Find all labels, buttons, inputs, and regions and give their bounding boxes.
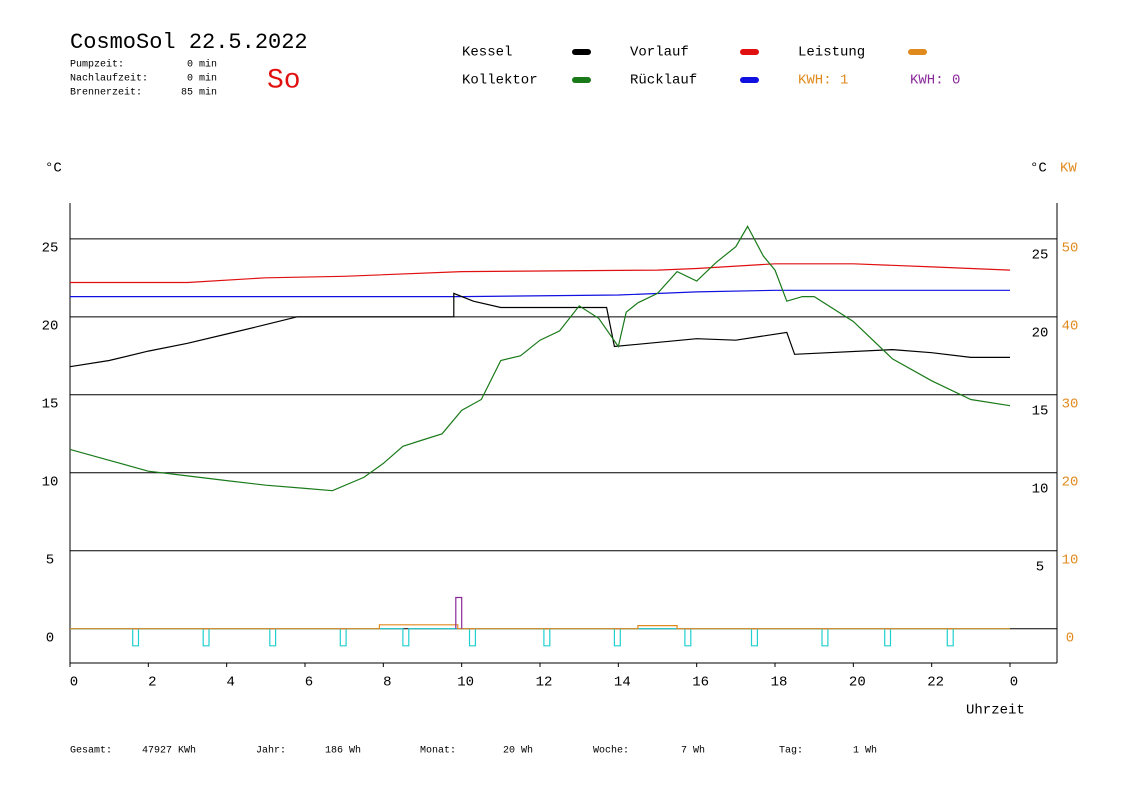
y-right-tick-label: 25 <box>1032 248 1049 264</box>
y2-tick-label: 50 <box>1062 241 1079 257</box>
y2-tick-label: 20 <box>1062 474 1079 490</box>
x-tick-label: 22 <box>927 675 944 691</box>
footer-label: Monat: <box>420 746 456 757</box>
x-tick-label: 10 <box>457 675 474 691</box>
y-tick-label: 25 <box>42 241 59 257</box>
stat-value: 0 min <box>187 59 217 71</box>
y2-tick-label: 30 <box>1062 396 1079 412</box>
y-right-tick-label: 5 <box>1036 559 1044 575</box>
kwh-label: KWH: 1 <box>798 73 848 89</box>
y-tick-label: 15 <box>42 396 59 412</box>
legend-label: Rücklauf <box>630 73 697 89</box>
x-tick-label: 6 <box>305 675 313 691</box>
y-right-tick-label: 10 <box>1032 481 1049 497</box>
x-tick-label: 12 <box>536 675 553 691</box>
footer-value: 186 Wh <box>325 745 361 757</box>
x-tick-label: 8 <box>383 675 391 691</box>
series-line <box>69 292 1010 368</box>
footer-value: 1 Wh <box>853 745 877 757</box>
y2-tick-label: 40 <box>1062 319 1079 335</box>
series-line <box>455 596 463 629</box>
x-tick-label: 20 <box>849 675 866 691</box>
series-line <box>70 624 1010 630</box>
footer-value: 47927 KWh <box>142 745 196 757</box>
legend-label: Kollektor <box>462 73 538 89</box>
x-tick-label: 4 <box>226 675 234 691</box>
y-tick-label: 10 <box>42 474 59 490</box>
stat-value: 85 min <box>181 87 217 99</box>
legend-label: Vorlauf <box>630 45 689 61</box>
footer-label: Gesamt: <box>70 746 112 757</box>
footer-value: 20 Wh <box>503 745 533 757</box>
series-line <box>70 263 1011 284</box>
y2-unit: KW <box>1060 161 1077 177</box>
y-tick-label: 0 <box>46 630 54 646</box>
x-tick-label: 2 <box>148 675 156 691</box>
y-tick-label: 5 <box>46 552 54 568</box>
weekday: So <box>267 65 301 96</box>
series-line <box>69 225 1011 492</box>
x-tick-label: 18 <box>771 675 788 691</box>
y2-tick-label: 0 <box>1066 630 1074 646</box>
chart-title: CosmoSol 22.5.2022 <box>70 30 308 55</box>
x-axis-label: Uhrzeit <box>966 703 1025 719</box>
legend-label: Leistung <box>798 45 865 61</box>
stat-value: 0 min <box>187 73 217 85</box>
y2-tick-label: 10 <box>1062 552 1079 568</box>
x-tick-label: 0 <box>1010 675 1018 691</box>
y-right-tick-label: 15 <box>1032 403 1049 419</box>
kwh-label: KWH: 0 <box>910 73 960 89</box>
stat-label: Nachlaufzeit: <box>70 73 148 85</box>
x-tick-label: 16 <box>692 675 709 691</box>
footer-label: Jahr: <box>256 745 286 757</box>
footer-value: 7 Wh <box>681 745 705 757</box>
y-right-tick-label: 20 <box>1032 326 1049 342</box>
y-tick-label: 20 <box>42 319 59 335</box>
series-line <box>70 289 1010 298</box>
series-line <box>70 628 1010 647</box>
footer-label: Woche: <box>593 745 629 757</box>
y-unit: °C <box>45 161 62 177</box>
y-unit-right: °C <box>1030 161 1047 177</box>
stat-label: Pumpzeit: <box>70 59 124 71</box>
footer-label: Tag: <box>779 746 803 757</box>
stat-label: Brennerzeit: <box>70 87 142 99</box>
legend-label: Kessel <box>462 45 512 61</box>
x-tick-label: 14 <box>614 675 631 691</box>
x-tick-label: 0 <box>70 675 78 691</box>
